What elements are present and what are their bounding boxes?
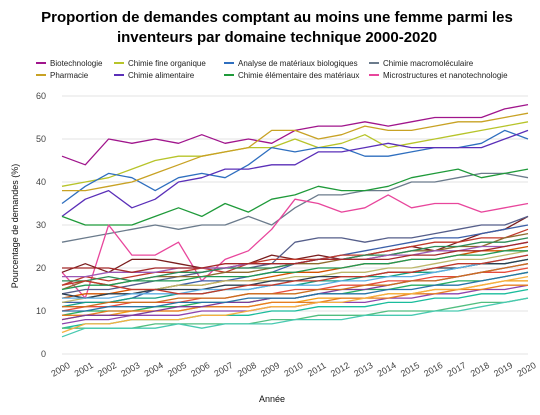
- x-tick-label: 2018: [469, 360, 491, 379]
- y-tick-label: 30: [36, 220, 46, 230]
- legend-entry: Biotechnologie: [50, 59, 103, 68]
- y-tick-label: 50: [36, 134, 46, 144]
- series-line: [62, 255, 528, 294]
- legend-entry: Chimie alimentaire: [128, 71, 195, 80]
- y-tick-label: 10: [36, 306, 46, 316]
- legend-entry: Chimie élémentaire des matériaux: [238, 71, 359, 80]
- x-tick-label: 2009: [259, 360, 281, 379]
- y-axis-ticks: 0 10 20 30 40 50 60: [36, 91, 46, 359]
- x-tick-label: 2003: [119, 360, 141, 379]
- x-tick-label: 2000: [49, 360, 71, 379]
- x-tick-label: 2004: [143, 360, 165, 379]
- x-tick-label: 2001: [73, 360, 95, 379]
- x-tick-label: 2015: [399, 360, 421, 379]
- x-tick-label: 2019: [492, 360, 514, 379]
- series-line: [62, 130, 528, 203]
- y-tick-label: 40: [36, 177, 46, 187]
- x-tick-label: 2011: [306, 360, 328, 378]
- series-line: [62, 259, 528, 306]
- series-line: [62, 298, 528, 337]
- x-axis-label: Année: [259, 394, 285, 404]
- series-line: [62, 122, 528, 187]
- legend-entry: Analyse de matériaux biologiques: [238, 59, 358, 68]
- y-axis-label: Pourcentage de demandes (%): [10, 164, 20, 289]
- legend-entry: Pharmacie: [50, 71, 89, 80]
- y-tick-label: 20: [36, 263, 46, 273]
- x-tick-label: 2006: [189, 360, 211, 379]
- series-line: [62, 251, 528, 290]
- series-line: [62, 285, 528, 324]
- legend-entry: Microstructures et nanotechnologie: [383, 71, 508, 80]
- x-tick-label: 2008: [236, 360, 258, 379]
- x-tick-label: 2016: [422, 360, 444, 379]
- chart-title-line-1: Proportion de demandes comptant au moins…: [41, 9, 513, 26]
- x-tick-label: 2010: [282, 360, 304, 379]
- x-tick-label: 2005: [166, 360, 188, 379]
- series-line: [62, 281, 528, 320]
- x-tick-label: 2012: [329, 360, 351, 379]
- x-tick-label: 2013: [352, 360, 374, 379]
- legend-entry: Chimie fine organique: [128, 59, 206, 68]
- y-tick-label: 0: [41, 349, 46, 359]
- x-tick-label: 2017: [445, 360, 467, 379]
- x-tick-label: 2020: [515, 360, 537, 379]
- x-tick-label: 2002: [96, 360, 118, 379]
- series-line: [62, 290, 528, 329]
- series-line: [62, 272, 528, 311]
- legend-entry: Chimie macromoléculaire: [383, 59, 474, 68]
- x-axis-ticks: 2000200120022003200420052006200720082009…: [49, 360, 537, 379]
- x-tick-label: 2014: [376, 360, 398, 379]
- x-tick-label: 2007: [212, 360, 234, 379]
- legend: Biotechnologie Chimie fine organique Analy…: [36, 59, 508, 80]
- series-line: [62, 259, 528, 298]
- chart-title-line-2: inventeurs par domaine technique 2000-20…: [117, 29, 437, 46]
- y-tick-label: 60: [36, 91, 46, 101]
